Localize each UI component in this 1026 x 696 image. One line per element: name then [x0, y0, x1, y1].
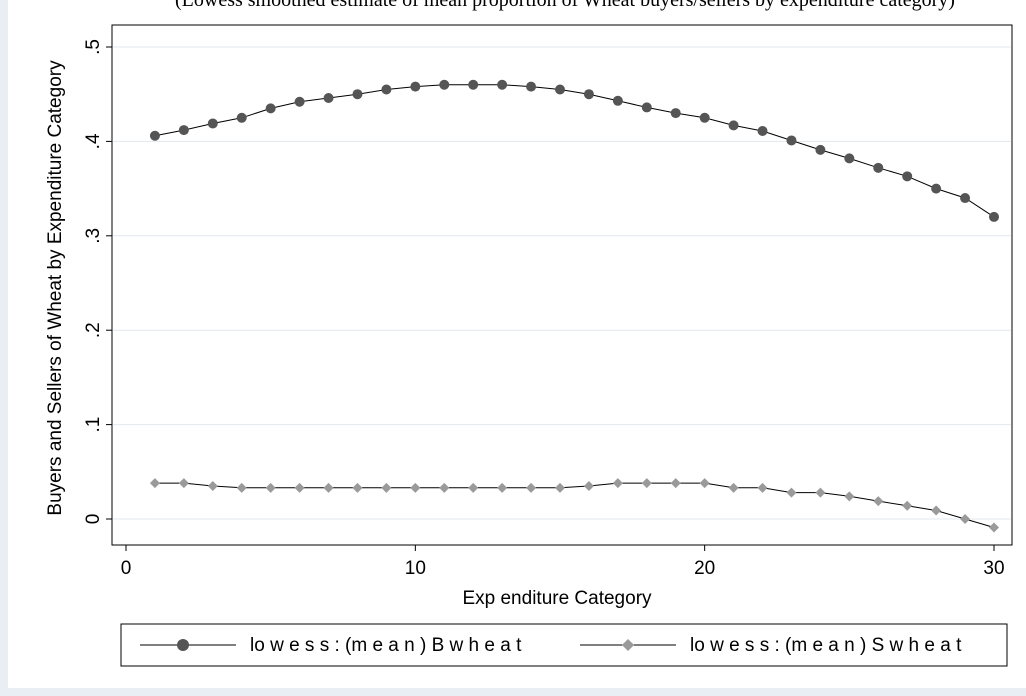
plot-area: [111, 24, 1013, 546]
point-bwheat-28: [931, 183, 942, 194]
point-swheat-6: [294, 482, 305, 493]
point-swheat-24: [815, 487, 826, 498]
legend-label-bwheat: lo w e s s : (m e a n ) B w h e a t: [250, 635, 522, 656]
point-swheat-5: [265, 482, 276, 493]
point-bwheat-19: [670, 108, 681, 119]
point-swheat-12: [468, 482, 479, 493]
x-tick-label-1: 10: [405, 558, 426, 579]
point-bwheat-27: [902, 171, 913, 182]
point-bwheat-24: [815, 144, 826, 155]
point-swheat-29: [960, 514, 971, 524]
point-swheat-25: [844, 491, 855, 502]
legend: lo w e s s : (m e a n ) B w h e a t lo w…: [120, 623, 1008, 667]
y-tick-label-2: .2: [83, 322, 104, 338]
legend-marker-swheat: [622, 639, 634, 651]
point-bwheat-17: [612, 95, 623, 106]
point-bwheat-20: [699, 112, 710, 123]
point-bwheat-22: [757, 126, 768, 137]
point-bwheat-29: [960, 193, 971, 204]
point-swheat-2: [178, 478, 189, 489]
point-swheat-17: [612, 478, 623, 489]
point-swheat-26: [873, 496, 884, 507]
point-swheat-21: [728, 482, 739, 493]
axes: 0 .1 .2 .3 .4 .5 0 10 20 30: [83, 39, 1005, 579]
point-bwheat-3: [207, 118, 218, 129]
point-bwheat-4: [236, 112, 247, 123]
point-swheat-3: [207, 480, 218, 491]
point-swheat-7: [323, 482, 334, 493]
point-bwheat-13: [497, 79, 508, 90]
point-swheat-4: [236, 482, 247, 493]
point-swheat-1: [149, 478, 160, 489]
point-swheat-20: [699, 478, 710, 489]
point-swheat-15: [555, 482, 565, 493]
point-bwheat-8: [352, 89, 363, 100]
y-tick-label-0: 0: [83, 514, 104, 525]
y-axis-title: Buyers and Sellers of Wheat by Expenditu…: [45, 60, 66, 516]
point-swheat-13: [497, 482, 508, 493]
point-bwheat-6: [294, 96, 305, 107]
point-bwheat-16: [583, 89, 594, 100]
point-swheat-10: [410, 482, 421, 493]
point-bwheat-21: [728, 120, 739, 131]
point-swheat-23: [786, 487, 797, 498]
point-bwheat-11: [439, 79, 450, 90]
x-tick-label-2: 20: [694, 558, 715, 579]
point-bwheat-10: [410, 81, 421, 92]
y-tick-label-3: .3: [83, 228, 104, 244]
point-bwheat-1: [149, 130, 160, 141]
series-layer: [149, 79, 999, 533]
point-swheat-9: [381, 482, 392, 493]
point-bwheat-25: [844, 153, 855, 164]
legend-label-swheat: lo w e s s : (m e a n ) S w h e a t: [690, 635, 962, 656]
point-swheat-22: [757, 482, 768, 493]
grid-lines: [113, 46, 1011, 520]
legend-marker-bwheat: [177, 639, 189, 651]
point-bwheat-2: [178, 125, 189, 136]
point-swheat-19: [670, 478, 681, 489]
point-bwheat-15: [555, 84, 565, 95]
point-swheat-11: [439, 482, 450, 493]
point-bwheat-30: [989, 211, 999, 222]
point-swheat-18: [641, 478, 652, 489]
x-axis-title: Exp enditure Category: [462, 588, 652, 609]
point-swheat-30: [989, 522, 999, 533]
point-swheat-16: [583, 480, 594, 491]
y-tick-label-1: .1: [83, 417, 104, 433]
point-swheat-28: [931, 505, 942, 516]
point-bwheat-14: [526, 81, 537, 92]
point-bwheat-7: [323, 92, 334, 103]
x-tick-label-0: 0: [121, 558, 132, 579]
point-bwheat-5: [265, 103, 276, 114]
point-swheat-8: [352, 482, 363, 493]
point-bwheat-23: [786, 135, 797, 146]
legend-box: [120, 623, 1008, 667]
point-bwheat-26: [873, 162, 884, 173]
y-tick-label-5: .5: [83, 39, 104, 55]
x-tick-label-3: 30: [983, 558, 1004, 579]
point-swheat-27: [902, 500, 913, 511]
point-bwheat-9: [381, 84, 392, 95]
point-bwheat-18: [641, 102, 652, 113]
top-caption: (Lowess smoothed estimate of mean propor…: [175, 0, 955, 11]
y-tick-label-4: .4: [83, 133, 104, 149]
point-bwheat-12: [468, 79, 479, 90]
point-swheat-14: [526, 482, 537, 493]
